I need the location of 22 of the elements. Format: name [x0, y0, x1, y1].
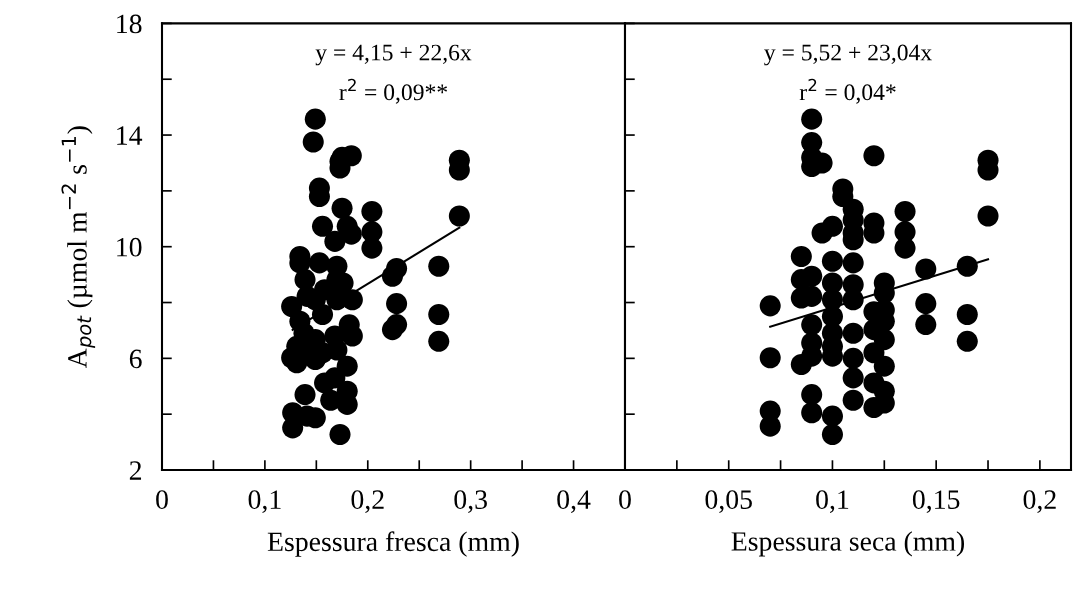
x-tick-label: 0	[156, 490, 168, 509]
x-tick-label: 0,4	[557, 490, 591, 513]
x-tick-label: 0,1	[816, 490, 849, 513]
x-tick-label: 0,2	[351, 490, 384, 513]
x-axis-title: Espessura seca (mm)	[731, 531, 965, 557]
x-tick-label: 0,3	[454, 490, 487, 513]
y-tick-label: 2	[129, 461, 142, 480]
y-tick-label: 14	[117, 126, 143, 145]
x-tick-label: 0	[619, 490, 631, 509]
y-tick-label: 18	[117, 14, 142, 34]
x-tick-label: 0,15	[912, 490, 960, 513]
annotation: y = 4,15 + 22,6x	[315, 44, 472, 66]
annotation: r$^{2}$ = 0,09**	[339, 78, 448, 104]
y-axis-title: A$_{pot}$ (µmol m$^{−2}$ s$^{−1}$)	[61, 126, 96, 369]
x-tick-label: 0,2	[1023, 490, 1056, 513]
annotation: r$^{2}$ = 0,04*	[799, 78, 896, 104]
annotation: y = 5,52 + 23,04x	[764, 44, 932, 66]
x-axis-title: Espessura fresca (mm)	[267, 531, 519, 557]
y-tick-label: 6	[129, 349, 142, 369]
x-tick-label: 0,05	[705, 490, 752, 513]
x-tick-label: 0,1	[248, 490, 281, 513]
y-tick-label: 10	[117, 237, 142, 257]
